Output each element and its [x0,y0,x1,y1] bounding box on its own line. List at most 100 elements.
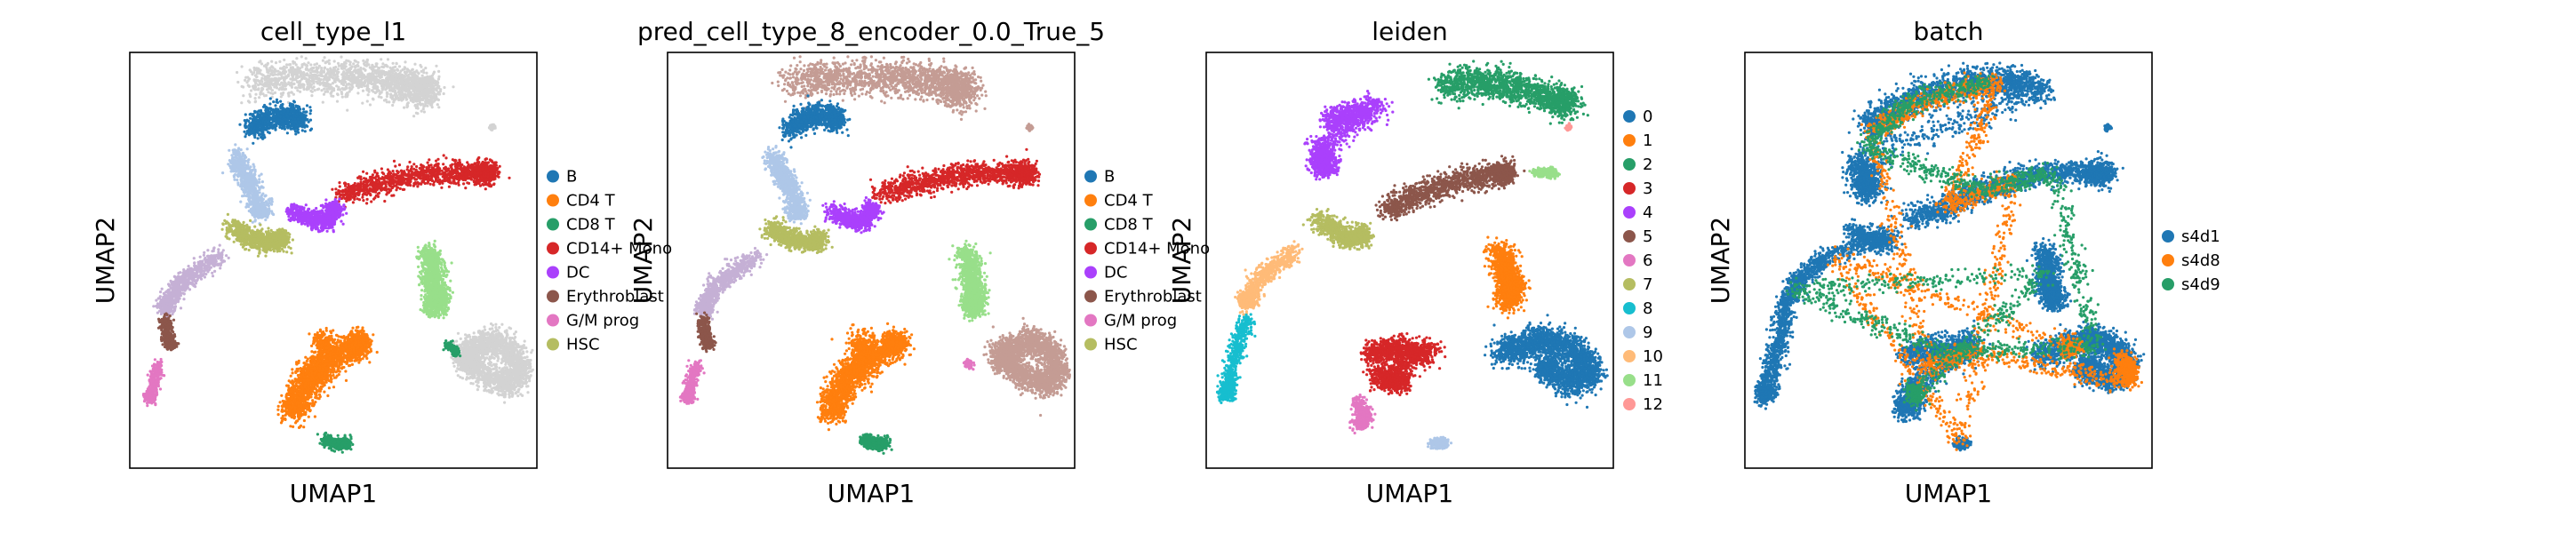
scatter-point [256,115,259,118]
scatter-point [367,93,370,96]
scatter-point [412,85,414,88]
scatter-point [337,86,340,89]
scatter-point [340,92,343,95]
scatter-point [413,90,416,92]
scatter-point [396,97,398,99]
scatter-point [249,95,252,98]
scatter-point [424,93,427,96]
scatter-point [361,102,364,105]
scatter-point [391,98,394,100]
scatter-point [385,71,388,74]
scatter-point [404,67,406,69]
scatter-point [380,66,383,68]
scatter-point [437,106,440,108]
scatter-point [244,113,247,115]
scatter-point [307,61,309,64]
scatter-point [372,67,374,69]
scatter-point [420,83,422,85]
scatter-point [244,119,246,122]
scatter-point [249,122,252,124]
scatter-point [397,75,400,77]
scatter-point [261,84,264,86]
scatter-point [300,78,303,81]
scatter-point [283,59,285,61]
scatter-point [253,68,256,71]
scatter-point [365,89,368,91]
scatter-point [244,79,246,82]
scatter-point [395,84,397,87]
scatter-point [278,88,281,91]
scatter-point [412,115,415,117]
scatter-point [385,83,388,85]
scatter-point [266,68,268,70]
scatter-point [275,61,277,64]
scatter-point [385,99,388,101]
scatter-point [249,117,252,120]
scatter-point [312,76,315,78]
scatter-point [346,72,348,75]
scatter-point [337,78,340,81]
scatter-point [285,66,288,68]
scatter-point [246,76,249,79]
scatter-points [142,55,534,453]
scatter-point [332,67,335,69]
scatter-point [386,95,388,98]
scatter-point [419,103,421,106]
scatter-point [317,88,320,91]
scatter-point [280,73,283,76]
scatter-point [311,67,314,69]
scatter-point [364,81,366,84]
scatter-point [284,83,286,85]
scatter-point [428,76,431,78]
scatter-point [392,67,395,69]
scatter-point [418,72,420,75]
umap-panel-1: cell_type_l1UMAP1UMAP2BCD4 TCD8 TCD14+ M… [91,17,672,508]
scatter-point [323,71,325,74]
scatter-point [265,94,268,97]
scatter-point [285,76,288,79]
scatter-point [343,61,346,64]
scatter-point [324,61,327,64]
scatter-point [312,82,315,84]
scatter-point [292,79,294,82]
scatter-point [253,88,256,91]
scatter-point [381,72,384,75]
scatter-point [392,62,395,65]
scatter-point [412,68,414,71]
scatter-point [245,81,248,84]
scatter-point [236,71,238,74]
scatter-point [367,83,370,85]
scatter-point [308,83,311,85]
scatter-point [257,131,260,134]
scatter-point [424,100,427,103]
scatter-point [368,73,371,76]
scatter-point [416,103,419,106]
scatter-point [302,84,305,86]
scatter-point [356,76,359,78]
scatter-point [322,60,324,62]
scatter-point [270,60,273,63]
scatter-point [257,68,260,70]
scatter-point [414,104,417,107]
scatter-point [324,67,326,69]
scatter-point [381,62,384,65]
scatter-point [318,84,321,86]
scatter-point [393,90,396,92]
scatter-point [372,98,374,100]
scatter-point [271,79,274,82]
scatter-point [307,74,309,76]
scatter-point [403,107,405,109]
scatter-point [248,127,251,130]
scatter-point [415,112,418,115]
scatter-point [288,63,291,66]
scatter-point [419,92,421,95]
scatter-point [303,62,306,65]
scatter-point [415,82,418,84]
scatter-point [272,83,275,85]
scatter-point [337,62,340,65]
scatter-point [312,70,315,73]
scatter-point [346,109,348,112]
scatter-point [387,58,389,60]
scatter-point [322,101,324,104]
scatter-point [425,72,428,75]
